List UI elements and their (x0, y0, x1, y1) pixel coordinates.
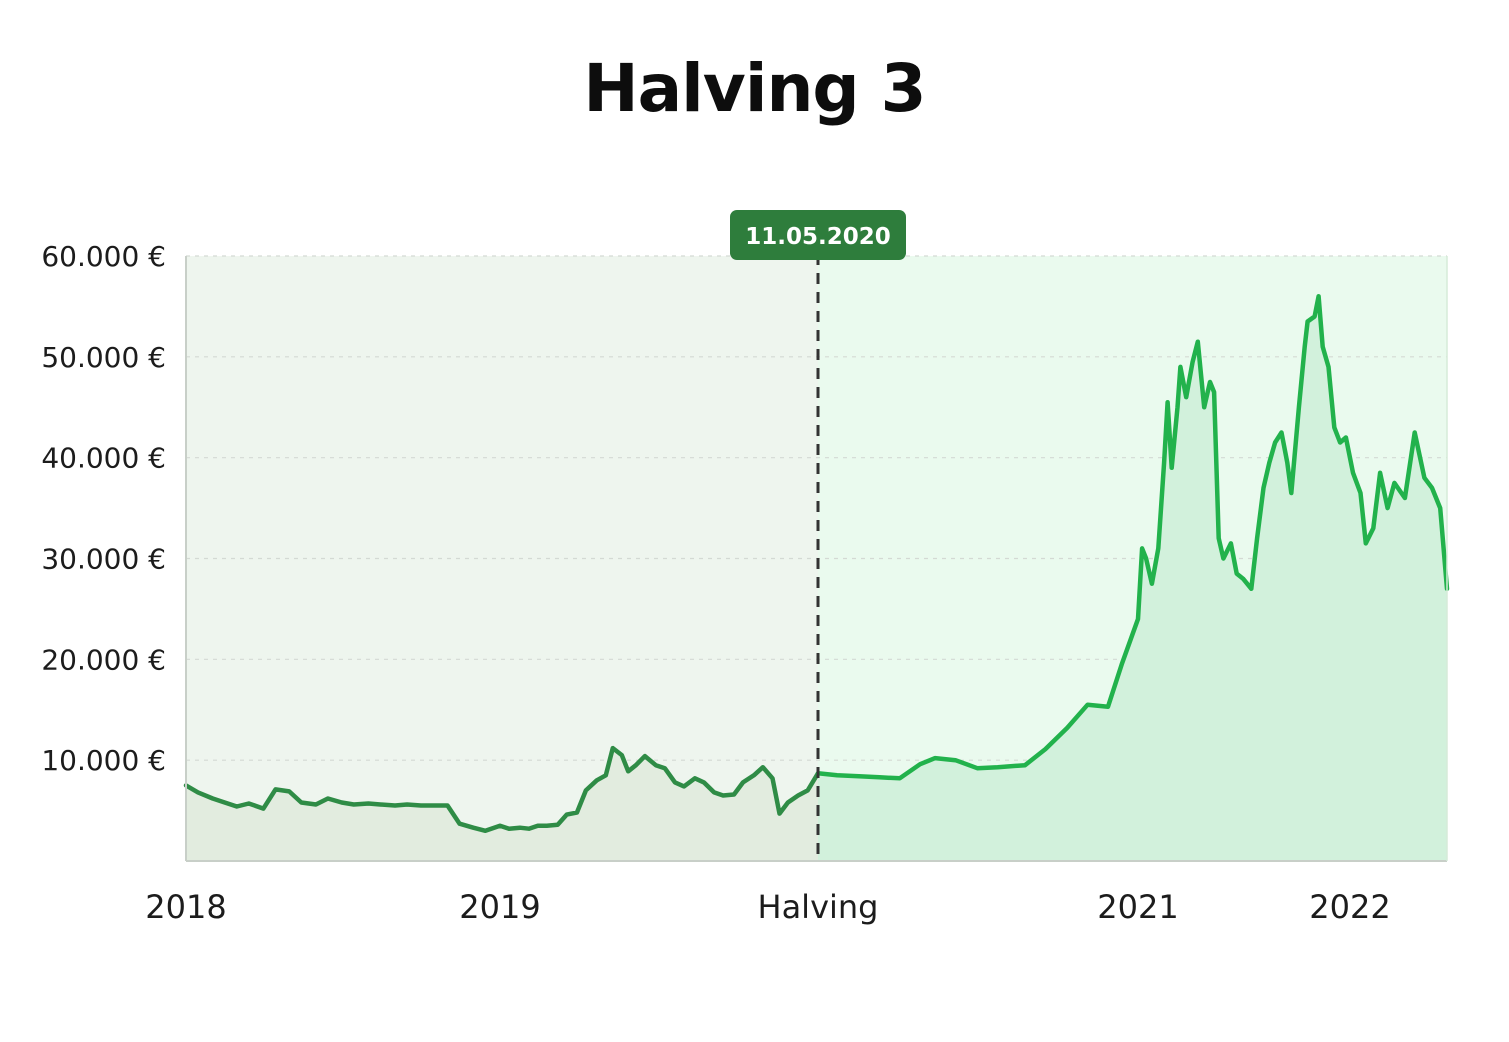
x-tick-label: 2018 (145, 888, 226, 926)
halving-date-badge: 11.05.2020 (730, 210, 906, 260)
y-tick-label: 50.000 € (41, 341, 166, 374)
series-line-before-halving (183, 745, 821, 834)
x-tick-label: 2019 (459, 888, 540, 926)
x-tick-label: 2021 (1097, 888, 1178, 926)
series-area-after-halving (818, 296, 1447, 861)
halving-badge-label: 11.05.2020 (745, 224, 891, 250)
series-area-before-halving (186, 748, 818, 861)
chart-title: Halving 3 (583, 50, 926, 127)
y-tick-label: 10.000 € (41, 744, 166, 777)
x-tick-label: 2022 (1309, 888, 1390, 926)
title-area: Halving 3 (0, 50, 1509, 127)
y-tick-label: 60.000 € (41, 240, 166, 273)
halving-badge-background (730, 210, 906, 260)
y-tick-label: 30.000 € (41, 543, 166, 576)
series-line-after-halving (815, 294, 1450, 781)
x-tick-label: Halving (758, 888, 879, 926)
y-tick-label: 20.000 € (41, 643, 166, 676)
y-tick-label: 40.000 € (41, 442, 166, 475)
